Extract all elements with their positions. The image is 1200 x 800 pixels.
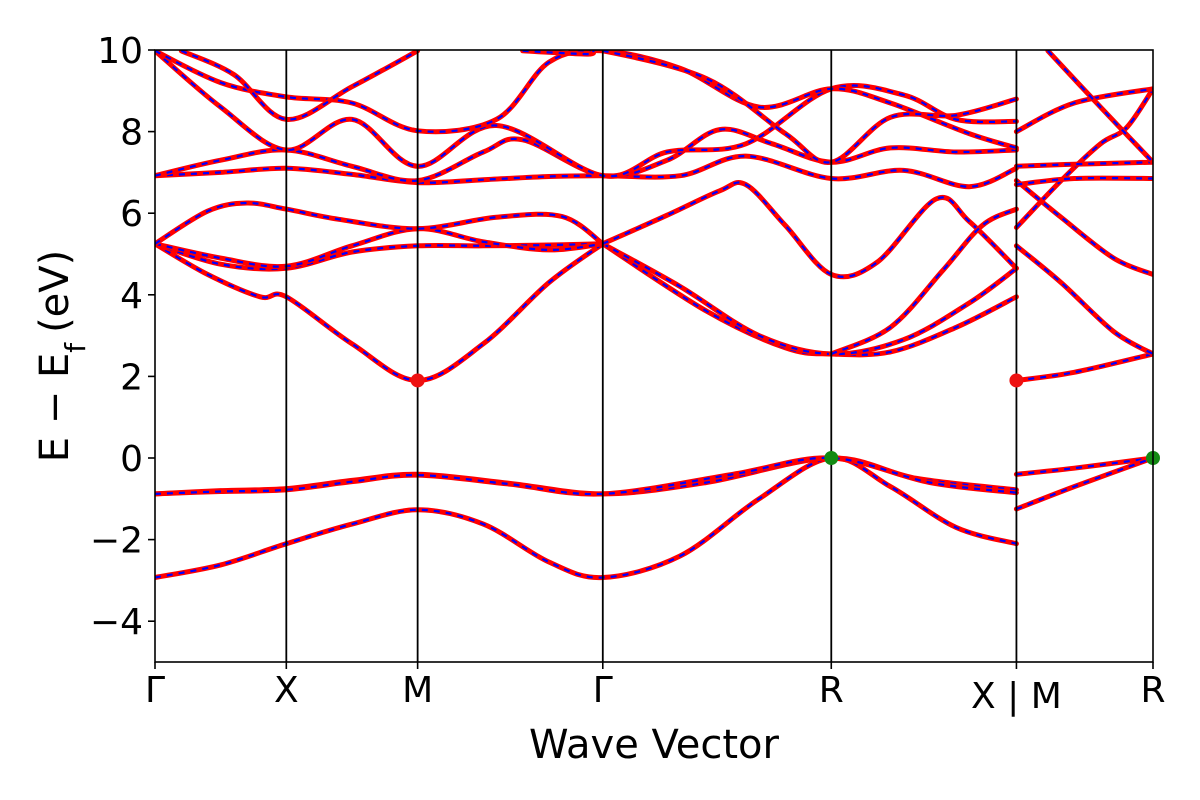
band-line-overlay-23: [1016, 176, 1153, 186]
band-line-overlay-15: [180, 50, 419, 121]
band-line-overlay-26: [1047, 50, 1153, 163]
band-line-overlay-24: [1016, 161, 1153, 168]
x-tick-label-1: X: [274, 670, 299, 711]
band-line-23: [1013, 175, 1153, 188]
y-tick-label-5: 6: [120, 194, 143, 235]
y-tick-label-3: 2: [120, 357, 143, 398]
x-tick-label-2: M: [402, 670, 433, 711]
band-line-overlay-13: [155, 50, 1017, 178]
band-line-overlay-10: [830, 208, 1017, 356]
band-line-overlay-19: [1016, 456, 1153, 511]
band-line-overlay-9: [602, 181, 1018, 278]
band-line-overlay-22: [1015, 179, 1153, 276]
y-tick-label-4: 4: [120, 276, 143, 317]
x-tick-label-4: R: [819, 670, 844, 711]
band-line-overlay-18: [1016, 456, 1153, 476]
band-line-13: [155, 50, 1019, 179]
band-line-overlay-4: [602, 242, 1017, 356]
band-line-overlay-20: [1015, 244, 1153, 355]
y-tick-label-6: 8: [120, 113, 143, 154]
x-tick-label-5: X | M: [971, 676, 1062, 717]
band-line-overlay-16: [522, 50, 1017, 164]
y-axis-label-base: E − E: [32, 353, 78, 463]
band-line-overlay-8: [155, 201, 604, 245]
y-axis-label: E − Ef (eV): [32, 250, 92, 463]
band-line-9: [600, 179, 1019, 280]
band-line-overlay-0: [155, 456, 1017, 579]
y-tick-label-0: −4: [90, 602, 143, 643]
y-axis-label-unit: (eV): [32, 250, 78, 333]
vbm-marker-2: [824, 451, 839, 465]
y-tick-label-1: −2: [90, 521, 143, 562]
band-line-2: [155, 455, 1019, 497]
x-tick-label-6: R: [1140, 670, 1165, 711]
band-line-overlay-11: [155, 154, 1017, 188]
band-line-overlay-5: [602, 242, 1018, 356]
plot-frame: [154, 49, 1154, 663]
band-line-15: [178, 50, 421, 122]
band-line-14: [155, 50, 1019, 151]
band-line-17: [1013, 351, 1153, 383]
x-ticks: Γ X M Γ R X | M R: [145, 662, 1166, 717]
band-line-overlay-7: [155, 227, 603, 268]
band-line-overlay-17: [1016, 352, 1153, 382]
band-line-25: [1013, 86, 1153, 135]
cbm-marker-1: [1009, 373, 1024, 388]
band-line-overlay-25: [1015, 87, 1153, 133]
band-line-overlay-2: [155, 456, 1017, 496]
band-line-overlay-12: [155, 128, 1017, 182]
band-line-overlay-21: [1015, 88, 1153, 229]
band-line-overlay-3: [155, 242, 604, 382]
y-tick-label-7: 10: [97, 31, 143, 72]
y-ticks: −4 −2 0 2 4 6 8 10: [90, 31, 155, 643]
y-axis-label-sub: f: [59, 342, 92, 353]
x-tick-label-0: Γ: [145, 670, 165, 711]
cbm-marker-0: [410, 373, 425, 388]
band-line-overlay-14: [155, 50, 1017, 149]
x-axis-label: Wave Vector: [529, 722, 780, 768]
y-tick-label-2: 0: [120, 439, 143, 480]
band-lines: [155, 50, 1153, 581]
band-line-24: [1013, 159, 1153, 169]
band-line-overlay-6: [155, 242, 603, 271]
band-line-0: [155, 455, 1019, 581]
x-tick-label-3: Γ: [593, 670, 613, 711]
kpoint-lines: [285, 50, 1018, 662]
extrema-markers: [410, 373, 1160, 465]
